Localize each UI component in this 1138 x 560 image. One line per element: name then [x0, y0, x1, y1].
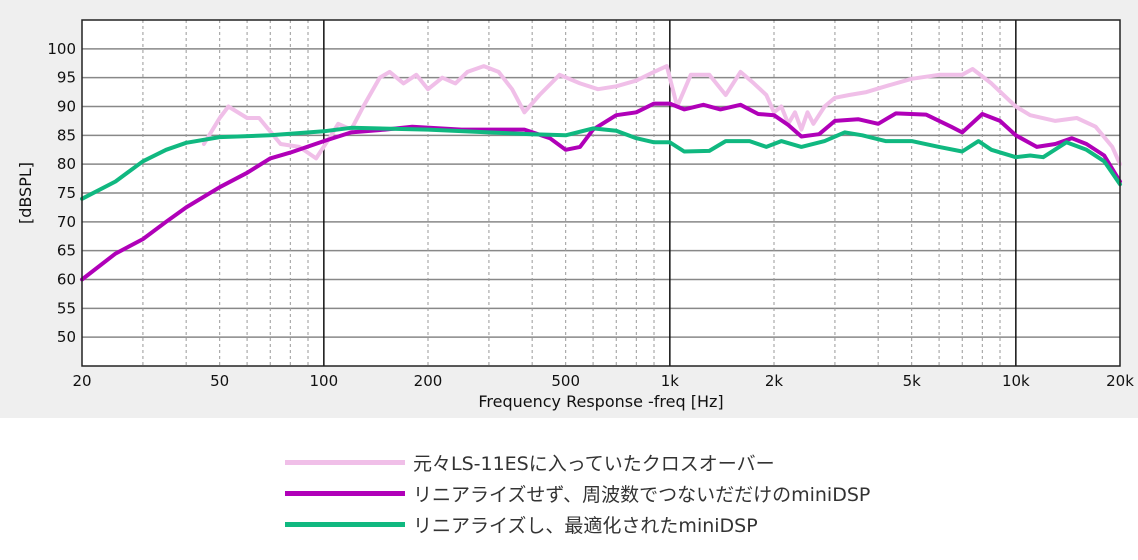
series-line-1: [80, 101, 1122, 282]
y-tick-label: 100: [47, 40, 76, 58]
x-tick-label: 100: [310, 372, 339, 390]
y-tick-label: 95: [57, 69, 76, 87]
legend-swatch: [285, 522, 405, 527]
legend-label: リニアライズせず、周波数でつないだだけのminiDSP: [413, 484, 871, 506]
x-tick-label: 20k: [1106, 372, 1134, 390]
x-axis-label: Frequency Response -freq [Hz]: [478, 392, 723, 411]
y-tick-label: 50: [57, 328, 76, 346]
x-tick-label: 5k: [903, 372, 922, 390]
legend-item-non-linearized-minidsp: リニアライズせず、周波数でつないだだけのminiDSP: [285, 478, 870, 509]
y-tick-label: 55: [57, 299, 76, 317]
legend-label: リニアライズし、最適化されたminiDSP: [413, 515, 758, 537]
y-tick-label: 65: [57, 242, 76, 260]
x-tick-label: 50: [210, 372, 229, 390]
legend-item-optimized-minidsp: リニアライズし、最適化されたminiDSP: [285, 509, 870, 540]
y-tick-label: 85: [57, 126, 76, 144]
frequency-response-chart: 50 55 60 65 70 75 80 85 90 95 100 20 50 100 200 500 1k 2k…: [16, 19, 1134, 411]
legend-label: 元々LS-11ESに入っていたクロスオーバー: [413, 453, 775, 475]
series-line-0: [201, 64, 1122, 167]
legend: 元々LS-11ESに入っていたクロスオーバー リニアライズせず、周波数でつないだ…: [285, 447, 870, 540]
legend-swatch: [285, 491, 405, 496]
x-tick-label: 500: [551, 372, 580, 390]
x-tick-label: 2k: [765, 372, 784, 390]
x-tick-label: 10k: [1002, 372, 1030, 390]
y-tick-label: 75: [57, 184, 76, 202]
legend-swatch: [285, 460, 405, 465]
x-tick-label: 1k: [661, 372, 680, 390]
y-tick-label: 80: [57, 155, 76, 173]
series-line-2: [80, 125, 1122, 201]
y-tick-label: 70: [57, 213, 76, 231]
plot-frame: [81, 19, 1121, 367]
y-tick-label: 60: [57, 271, 76, 289]
legend-item-original-crossover: 元々LS-11ESに入っていたクロスオーバー: [285, 447, 870, 478]
y-axis-label: [dBSPL]: [16, 162, 35, 224]
x-tick-label: 20: [72, 372, 91, 390]
y-tick-label: 90: [57, 98, 76, 116]
x-tick-label: 200: [414, 372, 443, 390]
